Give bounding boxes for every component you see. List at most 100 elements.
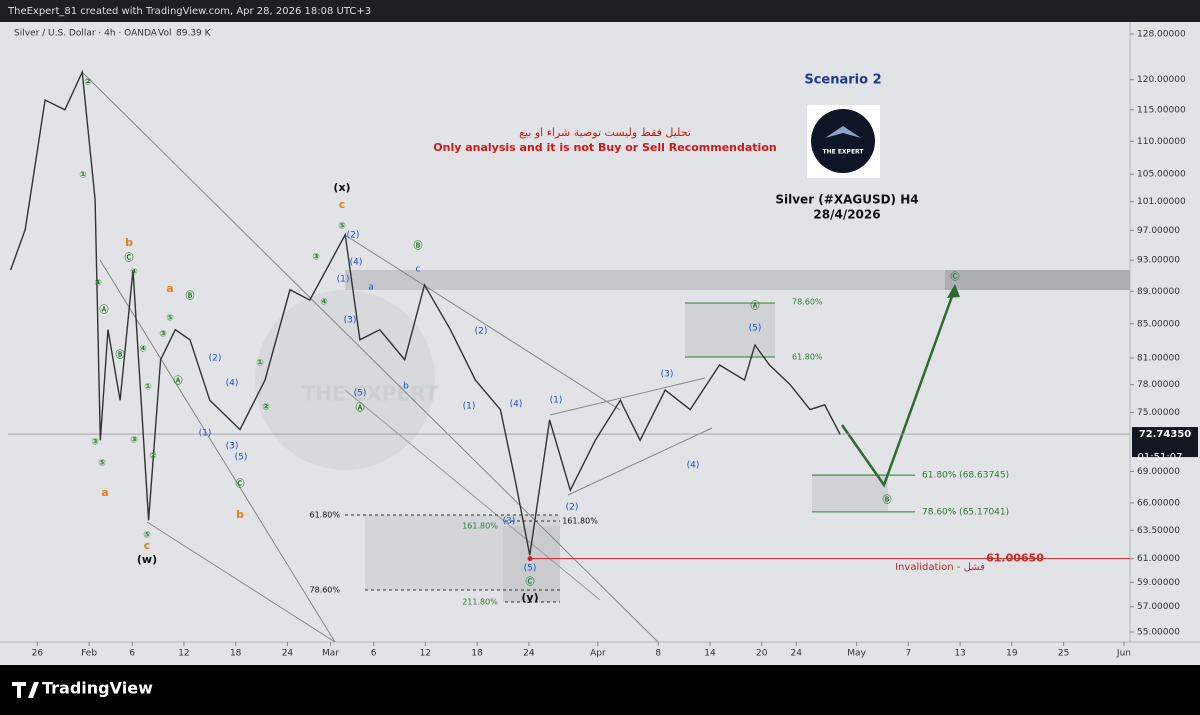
y-tick-label: 97.00000 bbox=[1137, 226, 1180, 236]
y-tick-label: 110.00000 bbox=[1137, 137, 1186, 147]
wave-label: (y) bbox=[521, 591, 538, 604]
y-tick-label: 78.00000 bbox=[1137, 380, 1180, 390]
wave-label: (1) bbox=[337, 275, 350, 285]
wave-label: ② bbox=[149, 452, 157, 462]
wave-label: Ⓑ bbox=[185, 290, 194, 302]
wave-label: b bbox=[236, 508, 244, 521]
wave-label: (x) bbox=[333, 181, 350, 194]
wave-label: ④ bbox=[94, 279, 102, 289]
arrow-head bbox=[947, 284, 960, 298]
triangle-line bbox=[567, 427, 713, 496]
channel-line bbox=[81, 71, 659, 643]
y-tick-label: 105.00000 bbox=[1137, 170, 1186, 180]
wave-label: Ⓑ bbox=[413, 240, 422, 252]
wave-label: ① bbox=[256, 359, 264, 369]
y-tick-label: 101.00000 bbox=[1137, 197, 1186, 207]
wave-label: (4) bbox=[226, 379, 239, 389]
wave-label: b bbox=[403, 382, 409, 392]
countdown: 01:51:07 bbox=[1138, 452, 1183, 463]
channel-line bbox=[344, 389, 601, 601]
y-tick-label: 69.00000 bbox=[1137, 467, 1180, 477]
wave-label: Ⓐ bbox=[355, 402, 364, 414]
wave-label: (3) bbox=[226, 442, 239, 452]
channel-line bbox=[99, 259, 336, 643]
x-tick-label: 7 bbox=[905, 649, 911, 659]
x-tick-label: 26 bbox=[32, 649, 44, 659]
wave-label: ⑤ bbox=[166, 314, 174, 324]
fib-box bbox=[812, 474, 888, 511]
wave-label: (5) bbox=[749, 324, 762, 334]
fib-label: 78.60% bbox=[792, 298, 823, 307]
y-tick-label: 115.00000 bbox=[1137, 105, 1186, 115]
wave-label: (4) bbox=[350, 258, 363, 268]
y-tick-label: 93.00000 bbox=[1137, 256, 1180, 266]
logo-text: THE EXPERT bbox=[823, 149, 865, 156]
wave-label: (2) bbox=[209, 354, 222, 364]
symbol: Silver / U.S. Dollar · 4h · OANDA bbox=[14, 29, 158, 39]
y-tick-label: 89.00000 bbox=[1137, 287, 1180, 297]
fib-label: 161.80% bbox=[562, 517, 598, 526]
logo bbox=[811, 109, 875, 173]
channel-line bbox=[146, 521, 336, 643]
wave-label: Ⓐ bbox=[99, 304, 108, 316]
x-tick-label: Mar bbox=[322, 649, 339, 659]
wave-label: Ⓐ bbox=[173, 375, 182, 387]
wave-label: Ⓒ bbox=[950, 271, 959, 283]
header-text: TheExpert_81 created with TradingView.co… bbox=[7, 6, 371, 17]
wave-label: (1) bbox=[463, 402, 476, 412]
invalidation-point bbox=[527, 556, 533, 562]
last-price-label: 72.74350 bbox=[1139, 429, 1192, 440]
x-tick-label: 18 bbox=[230, 649, 242, 659]
y-tick-label: 66.00000 bbox=[1137, 498, 1180, 508]
x-tick-label: 24 bbox=[282, 649, 294, 659]
scenario: Scenario 2 bbox=[804, 73, 881, 88]
target-level-label: 61.80% (68.63745) bbox=[922, 471, 1009, 481]
invalidation-text: Invalidation - فشل bbox=[895, 562, 985, 573]
x-tick-label: 19 bbox=[1006, 649, 1018, 659]
y-tick-label: 75.00000 bbox=[1137, 408, 1180, 418]
wave-label: ⑤ bbox=[98, 459, 106, 469]
wave-label: c bbox=[339, 198, 346, 211]
fib-label: 78.60% bbox=[309, 586, 340, 595]
watermark: THE EXPERT bbox=[302, 382, 439, 406]
watermark-circle bbox=[255, 290, 435, 470]
wave-label: (3) bbox=[661, 370, 674, 380]
wave-label: ① bbox=[79, 171, 87, 181]
x-tick-label: 20 bbox=[756, 649, 768, 659]
wave-label: (w) bbox=[137, 553, 157, 566]
wave-label: ③ bbox=[91, 438, 99, 448]
wave-label: b bbox=[125, 236, 133, 249]
x-tick-label: 25 bbox=[1058, 649, 1069, 659]
wave-label: a bbox=[101, 486, 108, 499]
wave-label: (3) bbox=[344, 316, 357, 326]
wave-label: Ⓒ bbox=[525, 576, 534, 588]
wave-label: ⑤ bbox=[143, 531, 151, 541]
x-tick-label: 12 bbox=[178, 649, 189, 659]
chart-bg bbox=[0, 22, 1200, 665]
wave-label: Ⓐ bbox=[750, 300, 759, 312]
wave-label: Ⓒ bbox=[235, 478, 244, 490]
y-tick-label: 128.00000 bbox=[1137, 30, 1186, 40]
fib-label: 61.80% bbox=[309, 511, 340, 520]
wave-label: (5) bbox=[524, 564, 537, 574]
x-tick-label: 18 bbox=[471, 649, 483, 659]
target-level-label: 78.60% (65.17041) bbox=[922, 507, 1009, 517]
wave-label: ③ bbox=[159, 330, 167, 340]
wave-label: ② bbox=[262, 403, 270, 413]
x-tick-label: 8 bbox=[655, 649, 661, 659]
footer-bar bbox=[0, 665, 1200, 711]
fib-label: 211.80% bbox=[462, 598, 498, 607]
y-tick-label: 63.50000 bbox=[1137, 526, 1180, 536]
volume: 89.39 K bbox=[176, 29, 212, 39]
wave-label: (5) bbox=[235, 453, 248, 463]
x-tick-label: 6 bbox=[371, 649, 377, 659]
wave-label: c bbox=[416, 265, 421, 275]
x-tick-label: 12 bbox=[420, 649, 431, 659]
volume-label: Vol bbox=[158, 29, 171, 39]
x-tick-label: Feb bbox=[81, 649, 97, 659]
x-tick-label: May bbox=[847, 649, 866, 659]
x-tick-label: Apr bbox=[590, 649, 606, 659]
target-zone bbox=[945, 270, 1130, 290]
invalidation-label: 61.00650 bbox=[986, 552, 1044, 565]
wave-label: a bbox=[368, 283, 374, 293]
